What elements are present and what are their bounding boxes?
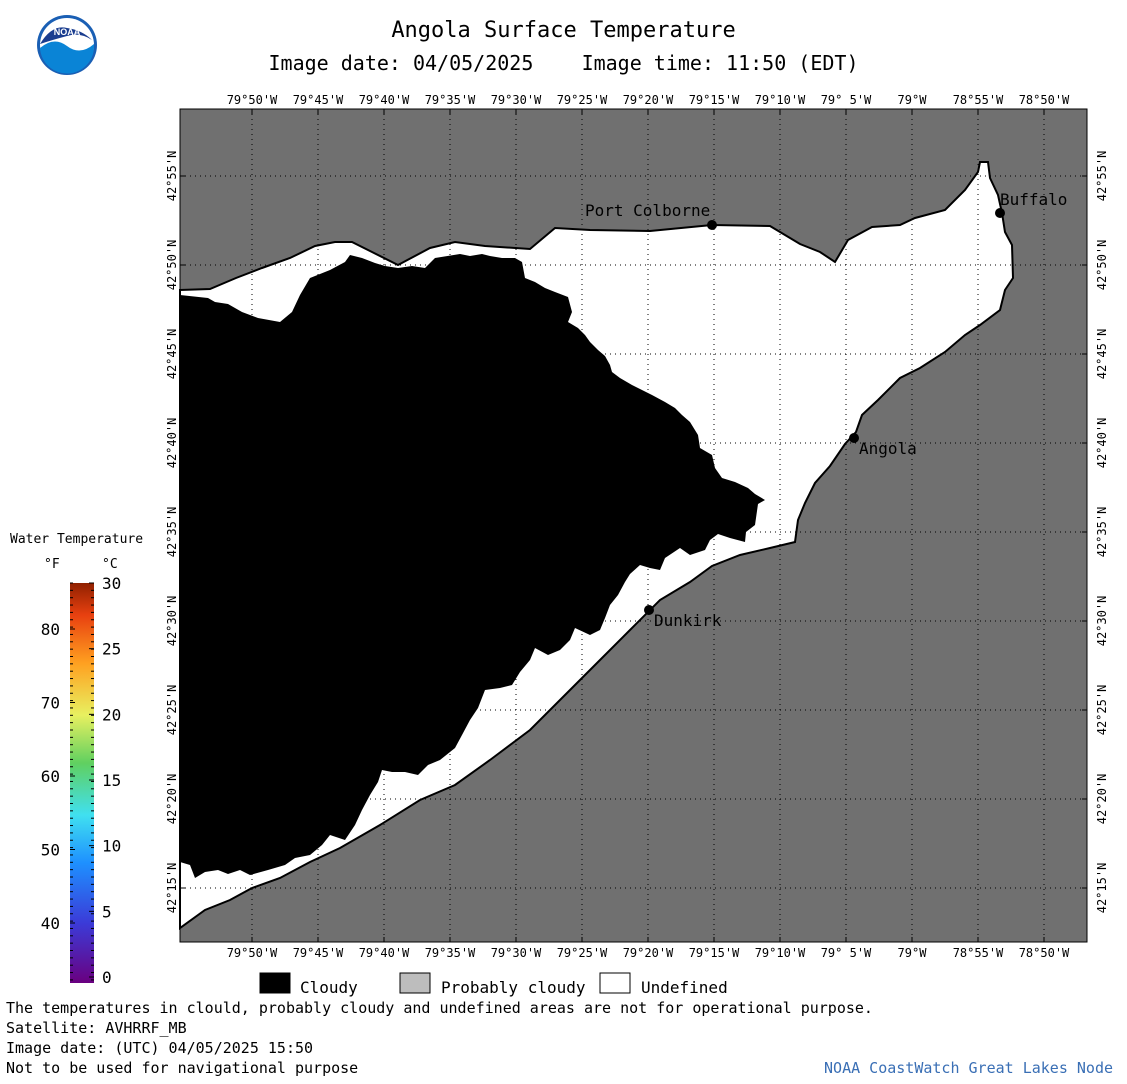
lat-label: 42°45'N [1095, 329, 1109, 380]
colorbar-c-label: 15 [102, 771, 121, 790]
place-label: Buffalo [1000, 190, 1067, 209]
lat-label: 42°25'N [165, 685, 179, 736]
lon-label: 79°35'W [425, 93, 476, 107]
colorbar-f-label: 80 [41, 620, 60, 639]
colorbar-c-label: 20 [102, 705, 121, 724]
colorbar-c-label: 10 [102, 837, 121, 856]
colorbar-c-label: 5 [102, 902, 112, 921]
image-date: Image date: 04/05/2025 [268, 51, 534, 75]
legend-label-probably-cloudy: Probably cloudy [441, 978, 586, 997]
lon-label: 79°35'W [425, 946, 476, 960]
lat-label: 42°35'N [1095, 507, 1109, 558]
disclaimer-note: The temperatures in clould, probably clo… [6, 999, 873, 1017]
lat-label: 42°30'N [1095, 596, 1109, 647]
legend-label-cloudy: Cloudy [300, 978, 358, 997]
lat-label: 42°55'N [165, 151, 179, 202]
lon-label: 79°10'W [755, 946, 806, 960]
lat-labels-right: 42°55'N 42°50'N 42°45'N 42°40'N 42°35'N 42°30… [1095, 151, 1109, 914]
lon-labels-bottom: 79°50'W 79°45'W 79°40'W 79°35'W 79°30'W 79°25… [227, 946, 1070, 960]
lat-label: 42°45'N [165, 329, 179, 380]
place-label: Angola [859, 439, 917, 458]
lon-label: 79°30'W [491, 93, 542, 107]
map-frame [179, 108, 1088, 943]
utc-image-date: Image date: (UTC) 04/05/2025 15:50 [6, 1039, 314, 1057]
legend-swatch-undefined [599, 972, 631, 994]
lat-label: 42°30'N [165, 596, 179, 647]
lon-label: 79°45'W [293, 93, 344, 107]
colorbar-unit-c: °C [102, 557, 118, 572]
lat-label: 42°40'N [165, 418, 179, 469]
place-port-colborne[interactable]: Port Colborne [585, 201, 717, 230]
lon-label: 79°40'W [359, 946, 410, 960]
colorbar-c-label: 25 [102, 640, 121, 659]
temperature-colorbar [70, 583, 94, 983]
lon-label: 78°50'W [1019, 93, 1070, 107]
lon-label: 78°55'W [953, 946, 1004, 960]
colorbar-f-label: 60 [41, 767, 60, 786]
cloudy-area [180, 254, 765, 878]
lon-label: 78°50'W [1019, 946, 1070, 960]
lon-label: 79°25'W [557, 93, 608, 107]
map-title: Angola Surface Temperature [391, 18, 736, 43]
navigation-warning: Not to be used for navigational purpose [6, 1059, 359, 1077]
colorbar-f-label: 70 [41, 694, 60, 713]
lat-label: 42°15'N [165, 863, 179, 914]
noaa-logo-icon: NOAA [37, 15, 97, 75]
colorbar-c-labels: 30 25 20 15 10 5 0 [102, 574, 121, 987]
colorbar-c-label: 30 [102, 574, 121, 593]
lat-label: 42°20'N [165, 774, 179, 825]
colorbar-f-label: 50 [41, 841, 60, 860]
lat-labels-left: 42°55'N 42°50'N 42°45'N 42°40'N 42°35'N 42°30… [165, 151, 179, 914]
colorbar-unit-f: °F [44, 557, 60, 572]
satellite-info: Satellite: AVHRRF_MB [6, 1019, 187, 1037]
lon-label: 79°25'W [557, 946, 608, 960]
colorbar-c-label: 0 [102, 968, 112, 987]
lon-label: 79°30'W [491, 946, 542, 960]
legend-label-undefined: Undefined [641, 978, 728, 997]
map-ticks [180, 109, 1087, 942]
lon-label: 79°W [898, 93, 928, 107]
lat-label: 42°15'N [1095, 863, 1109, 914]
lon-label: 79°45'W [293, 946, 344, 960]
lat-label: 42°55'N [1095, 151, 1109, 202]
credit-link[interactable]: NOAA CoastWatch Great Lakes Node [824, 1059, 1113, 1077]
lon-label: 79°20'W [623, 93, 674, 107]
legend-swatch-probably-cloudy [399, 972, 431, 994]
lon-label: 79°50'W [227, 946, 278, 960]
lon-label: 79°40'W [359, 93, 410, 107]
place-dunkirk[interactable]: Dunkirk [644, 605, 722, 630]
logo-text: NOAA [54, 27, 81, 37]
lat-label: 42°25'N [1095, 685, 1109, 736]
lat-label: 42°50'N [165, 240, 179, 291]
lon-label: 79°10'W [755, 93, 806, 107]
lon-label: 79°50'W [227, 93, 278, 107]
place-buffalo[interactable]: Buffalo [995, 190, 1067, 218]
lon-label: 79°20'W [623, 946, 674, 960]
colorbar-title: Water Temperature [10, 532, 144, 547]
lon-label: 79°15'W [689, 946, 740, 960]
legend-swatch-cloudy [259, 972, 291, 994]
lat-label: 42°20'N [1095, 774, 1109, 825]
image-time: Image time: 11:50 (EDT) [581, 51, 859, 75]
colorbar-f-label: 40 [41, 914, 60, 933]
graticule [180, 109, 1087, 942]
lon-label: 79° 5'W [821, 946, 872, 960]
colorbar-f-labels: 80 70 60 50 40 [41, 620, 60, 933]
lon-label: 79° 5'W [821, 93, 872, 107]
lon-labels-top: 79°50'W 79°45'W 79°40'W 79°35'W 79°30'W 79°25… [227, 93, 1070, 107]
place-label: Port Colborne [585, 201, 710, 220]
place-angola[interactable]: Angola [849, 433, 917, 458]
lon-label: 79°W [898, 946, 928, 960]
lon-label: 78°55'W [953, 93, 1004, 107]
colorbar-ticks [70, 582, 94, 981]
place-label: Dunkirk [654, 611, 722, 630]
lat-label: 42°50'N [1095, 240, 1109, 291]
image-date-time: Image date: 04/05/2025 Image time: 11:50… [0, 51, 1127, 75]
lon-label: 79°15'W [689, 93, 740, 107]
lat-label: 42°40'N [1095, 418, 1109, 469]
lat-label: 42°35'N [165, 507, 179, 558]
